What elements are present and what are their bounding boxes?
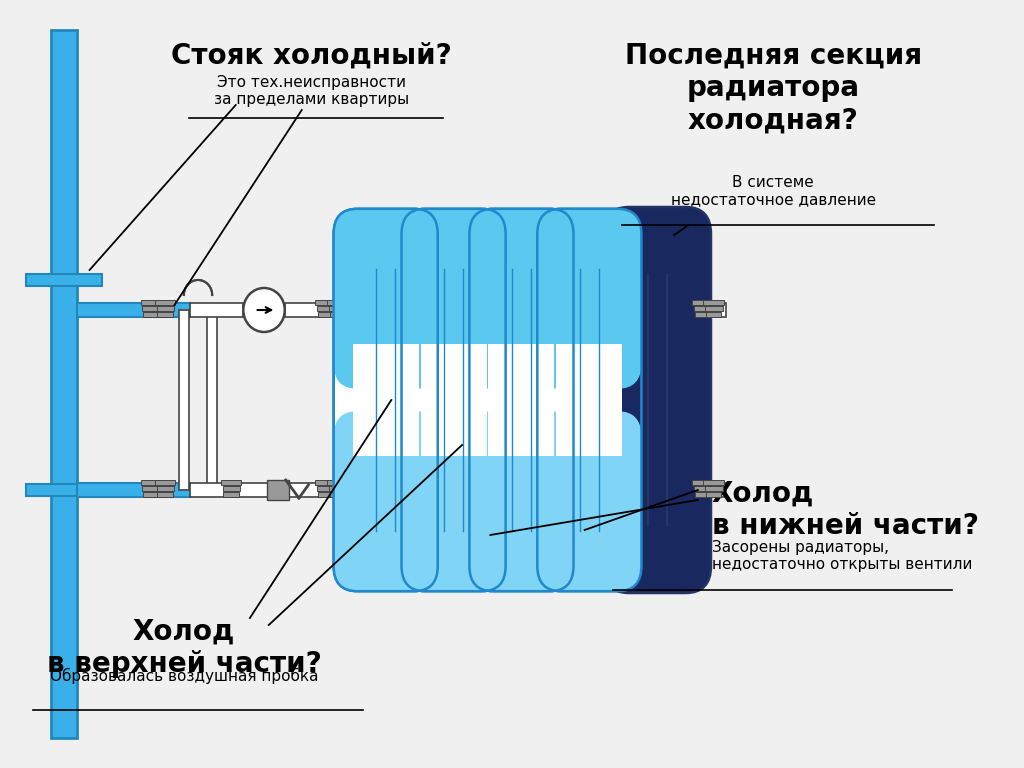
Bar [179,310,188,490]
Bar [143,312,159,317]
FancyBboxPatch shape [538,411,641,591]
Bar [693,483,726,497]
Text: Засорены радиаторы,
недостаточно открыты вентили: Засорены радиаторы, недостаточно открыты… [712,540,973,572]
Bar [27,274,101,286]
Text: Холод
в нижней части?: Холод в нижней части? [712,480,979,541]
FancyBboxPatch shape [603,207,711,593]
Bar [158,312,173,317]
Bar [352,343,419,456]
Text: Образовалась воздушная пробка: Образовалась воздушная пробка [49,668,318,684]
FancyBboxPatch shape [538,209,641,389]
Bar [158,492,173,497]
FancyBboxPatch shape [334,209,437,389]
Bar [316,486,335,491]
Bar [488,343,554,456]
Bar [692,300,713,305]
Bar [208,310,217,490]
Bar [328,300,348,305]
Bar [315,480,336,485]
Bar [707,312,721,317]
FancyBboxPatch shape [401,411,506,591]
Text: Это тех.неисправности
за пределами квартиры: Это тех.неисправности за пределами кварт… [214,75,409,108]
Bar [155,300,175,305]
Bar [556,343,623,456]
Bar [285,303,349,317]
Text: Стояк холодный?: Стояк холодный? [171,42,452,70]
Bar [143,492,159,497]
Bar [190,483,349,497]
Bar [703,300,724,305]
FancyBboxPatch shape [401,209,506,389]
Bar [220,480,242,485]
Bar [223,492,239,497]
Bar [421,343,486,456]
FancyBboxPatch shape [469,209,573,591]
FancyBboxPatch shape [334,411,437,591]
FancyBboxPatch shape [469,411,573,591]
Bar [692,480,713,485]
Bar [27,484,101,496]
Text: Последняя секция
радиатора
холодная?: Последняя секция радиатора холодная? [625,42,922,135]
Bar [190,303,244,317]
Bar [222,486,241,491]
Bar [694,486,712,491]
Bar [155,480,175,485]
Bar [695,492,710,497]
Bar [329,306,347,311]
Bar [51,30,78,738]
Bar [316,306,335,311]
Bar [329,486,347,491]
Bar [317,492,333,497]
Bar [142,486,161,491]
Bar [157,306,174,311]
Bar [353,303,693,317]
FancyBboxPatch shape [401,209,506,591]
Bar [328,480,348,485]
Bar [706,486,723,491]
Bar [317,312,333,317]
Text: Холод
в верхней части?: Холод в верхней части? [46,618,322,678]
Bar [421,343,486,466]
Bar [157,486,174,491]
Bar [703,480,724,485]
Bar [694,306,712,311]
FancyBboxPatch shape [334,209,437,591]
Bar [78,483,190,497]
Bar [78,303,190,317]
Bar [353,483,693,497]
Bar [330,312,345,317]
Bar [556,343,623,466]
FancyBboxPatch shape [538,209,641,591]
FancyBboxPatch shape [469,209,573,389]
Bar [142,306,161,311]
Text: В системе
недостаточное давление: В системе недостаточное давление [671,175,876,207]
Bar [140,480,161,485]
Bar [693,303,726,317]
Circle shape [244,288,285,332]
Bar [706,306,723,311]
Bar [707,492,721,497]
Bar [352,343,419,466]
Bar [140,300,161,305]
Bar [488,343,554,466]
Bar [695,312,710,317]
Bar [315,300,336,305]
Bar [267,480,290,500]
Bar [330,492,345,497]
